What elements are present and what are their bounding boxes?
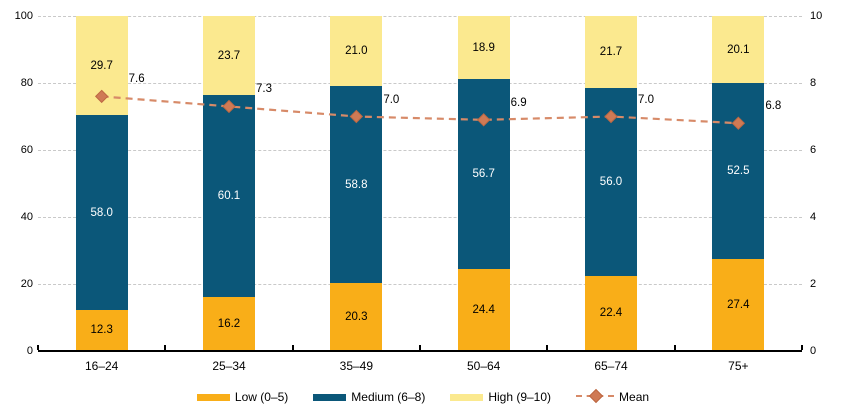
bar-segment-1-1	[203, 95, 255, 297]
mean-value-label: 7.6	[128, 73, 145, 86]
right-axis-label-0: 0	[810, 345, 817, 357]
x-axis-tick	[546, 345, 549, 350]
right-axis-label-10: 10	[810, 10, 823, 22]
bar-value-label: 58.0	[90, 206, 113, 219]
bar-value-label: 20.3	[345, 310, 368, 323]
x-category-label: 16–24	[84, 359, 119, 373]
legend-label-medium: Medium (6–8)	[351, 390, 426, 404]
mean-value-label: 6.9	[510, 96, 527, 109]
x-category-label: 25–34	[212, 359, 246, 373]
x-axis-tick	[419, 345, 421, 350]
bar-segment-0-4	[585, 275, 637, 351]
bar-value-label: 27.4	[727, 299, 750, 312]
legend-label-low: Low (0–5)	[234, 390, 289, 404]
legend-swatch-low	[196, 393, 230, 401]
gridline-40	[38, 216, 802, 218]
bar-value-label: 58.8	[345, 178, 368, 191]
right-axis-label-6: 6	[810, 144, 817, 156]
left-axis-label-40: 40	[20, 211, 33, 223]
left-axis-label-100: 100	[14, 10, 33, 22]
bar-segment-0-0	[75, 309, 128, 351]
bar-value-label: 16.2	[217, 317, 241, 330]
x-axis-tick	[291, 345, 294, 350]
gridline-100	[38, 15, 802, 17]
x-axis-tick	[37, 345, 39, 350]
bar-value-label: 52.5	[727, 165, 750, 178]
left-axis-label-0: 0	[26, 345, 33, 357]
legend: Low (0–5) Medium (6–8) High (9–10) Mean	[0, 388, 846, 404]
bar-segment-0-2	[330, 282, 383, 351]
bar-value-label: 22.4	[599, 307, 623, 320]
gridline-60	[38, 149, 802, 151]
bar-segment-2-5	[712, 16, 765, 84]
legend-mean-diamond-icon	[588, 388, 604, 404]
bar-segment-2-3	[457, 16, 510, 80]
bar-segment-2-4	[585, 15, 637, 89]
x-axis-line	[38, 350, 802, 352]
bar-value-label: 18.9	[472, 41, 495, 54]
legend-item-mean: Mean	[576, 388, 650, 404]
mean-value-label: 6.8	[765, 100, 782, 113]
x-axis-tick	[801, 345, 803, 350]
bar-value-label: 23.7	[217, 49, 241, 62]
left-axis-label-80: 80	[20, 77, 33, 89]
bar-segment-1-0	[75, 115, 128, 310]
bar-value-label: 21.0	[345, 44, 368, 57]
left-axis-label-20: 20	[20, 278, 33, 290]
bar-value-label: 21.7	[599, 46, 623, 58]
legend-item-medium: Medium (6–8)	[313, 390, 425, 404]
x-category-label: 50–64	[466, 359, 501, 373]
right-axis-label-4: 4	[810, 211, 817, 223]
bar-segment-2-2	[330, 15, 383, 86]
mean-value-label: 7.0	[638, 93, 654, 106]
bar-value-label: 60.1	[217, 190, 241, 203]
x-category-label: 35–49	[339, 359, 374, 373]
mean-value-label: 7.0	[383, 93, 400, 106]
legend-swatch-medium	[313, 393, 347, 401]
mean-value-label: 7.3	[256, 83, 272, 96]
bar-segment-0-3	[457, 269, 510, 351]
right-axis-label-8: 8	[810, 77, 817, 89]
legend-mean-line-icon	[576, 388, 615, 404]
bar-segment-0-5	[712, 259, 765, 351]
left-axis-label-60: 60	[20, 144, 33, 156]
legend-label-mean: Mean	[619, 390, 650, 404]
bar-segment-2-1	[203, 16, 255, 96]
gridline-20	[38, 283, 802, 285]
x-category-label: 75+	[728, 359, 749, 373]
bar-value-label: 29.7	[90, 59, 113, 72]
legend-item-low: Low (0–5)	[196, 390, 289, 404]
legend-swatch-high	[450, 393, 484, 401]
x-axis-tick	[164, 345, 167, 350]
bar-value-label: 12.3	[90, 324, 113, 337]
bar-segment-0-1	[203, 296, 255, 351]
gridline-80	[38, 82, 802, 84]
bar-value-label: 24.4	[472, 304, 495, 317]
bar-value-label: 56.7	[472, 168, 495, 181]
bar-value-label: 20.1	[727, 43, 750, 56]
bar-value-label: 56.0	[599, 176, 623, 189]
legend-item-high: High (9–10)	[450, 390, 551, 404]
right-axis-label-2: 2	[810, 278, 817, 290]
x-category-label: 65–74	[594, 359, 628, 373]
legend-label-high: High (9–10)	[488, 390, 552, 404]
x-axis-tick	[673, 345, 676, 350]
